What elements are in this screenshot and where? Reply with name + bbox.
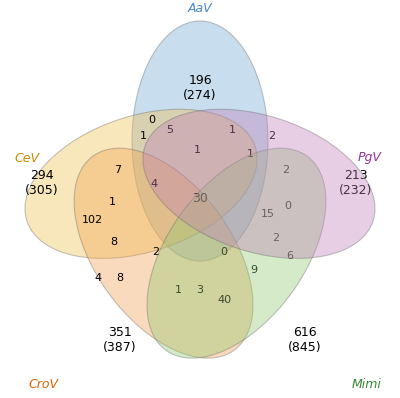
Text: 294
(305): 294 (305) bbox=[25, 169, 59, 197]
Ellipse shape bbox=[147, 148, 326, 358]
Text: 351
(387): 351 (387) bbox=[103, 326, 137, 354]
Text: 5: 5 bbox=[166, 125, 174, 135]
Ellipse shape bbox=[132, 21, 268, 261]
Text: CeV: CeV bbox=[14, 152, 39, 164]
Text: 2: 2 bbox=[282, 165, 290, 175]
Text: 1: 1 bbox=[174, 285, 182, 295]
Text: 9: 9 bbox=[250, 265, 258, 275]
Text: 0: 0 bbox=[148, 115, 156, 125]
Text: 4: 4 bbox=[150, 179, 158, 189]
Text: 1: 1 bbox=[108, 197, 116, 207]
Text: 196
(274): 196 (274) bbox=[183, 74, 217, 102]
Text: 0: 0 bbox=[220, 247, 228, 257]
Text: 213
(232): 213 (232) bbox=[339, 169, 373, 197]
Text: 616
(845): 616 (845) bbox=[288, 326, 322, 354]
Text: 7: 7 bbox=[114, 165, 122, 175]
Text: 102: 102 bbox=[82, 215, 102, 225]
Text: 8: 8 bbox=[116, 273, 124, 283]
Ellipse shape bbox=[74, 148, 253, 358]
Text: 1: 1 bbox=[228, 125, 236, 135]
Text: 15: 15 bbox=[261, 209, 275, 219]
Text: 3: 3 bbox=[196, 285, 204, 295]
Text: 1: 1 bbox=[194, 145, 200, 155]
Text: CroV: CroV bbox=[28, 377, 58, 390]
Text: 0: 0 bbox=[284, 201, 292, 211]
Ellipse shape bbox=[25, 109, 257, 258]
Text: 6: 6 bbox=[286, 251, 294, 261]
Ellipse shape bbox=[143, 109, 375, 258]
Text: 2: 2 bbox=[268, 131, 276, 141]
Text: 8: 8 bbox=[110, 237, 118, 247]
Text: 2: 2 bbox=[152, 247, 160, 257]
Text: 1: 1 bbox=[246, 149, 254, 159]
Text: 40: 40 bbox=[217, 295, 231, 305]
Text: 2: 2 bbox=[272, 233, 280, 243]
Text: 30: 30 bbox=[192, 191, 208, 205]
Text: PgV: PgV bbox=[358, 152, 382, 164]
Text: AaV: AaV bbox=[188, 2, 212, 14]
Text: 4: 4 bbox=[94, 273, 102, 283]
Text: 1: 1 bbox=[140, 131, 146, 141]
Text: Mimi: Mimi bbox=[352, 377, 382, 390]
